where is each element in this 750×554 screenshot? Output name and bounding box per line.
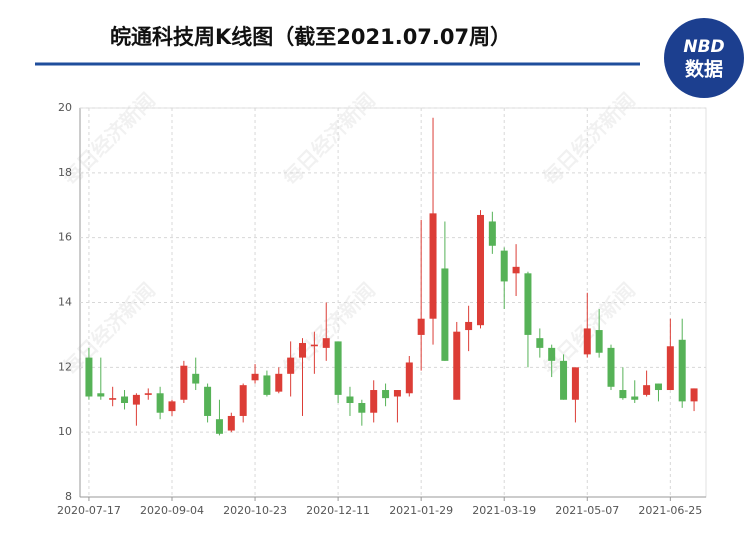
candle-body bbox=[263, 375, 271, 395]
candle-body bbox=[322, 338, 330, 348]
candle-body bbox=[571, 367, 579, 400]
candle-body bbox=[275, 373, 283, 392]
candle-body bbox=[393, 390, 401, 397]
candle-body bbox=[109, 398, 117, 400]
x-tick-label: 2021-01-29 bbox=[389, 504, 453, 517]
candle-body bbox=[334, 341, 342, 395]
candle-body bbox=[453, 331, 461, 400]
candle-body bbox=[299, 343, 307, 358]
candle-body bbox=[215, 419, 223, 434]
candle-body bbox=[144, 393, 152, 395]
x-tick-label: 2021-06-25 bbox=[638, 504, 702, 517]
candle-body bbox=[156, 393, 164, 413]
y-tick-label: 20 bbox=[58, 101, 72, 114]
candle-body bbox=[382, 390, 390, 399]
candle-body bbox=[595, 330, 603, 353]
y-tick-label: 14 bbox=[58, 296, 72, 309]
candle-body bbox=[346, 396, 354, 403]
candle-body bbox=[666, 346, 674, 391]
candle-body bbox=[678, 339, 686, 402]
logo-bottom: 数据 bbox=[685, 58, 723, 81]
candle-body bbox=[370, 390, 378, 413]
candle-body bbox=[441, 268, 449, 361]
candle-body bbox=[97, 393, 105, 397]
candle-body bbox=[583, 328, 591, 355]
candle-body bbox=[168, 401, 176, 412]
candle-body bbox=[619, 390, 627, 399]
x-tick-label: 2020-10-23 bbox=[223, 504, 287, 517]
candle-body bbox=[192, 373, 200, 384]
candle-body bbox=[607, 347, 615, 387]
candle-body bbox=[476, 214, 484, 326]
candle-body bbox=[121, 396, 129, 403]
y-tick-label: 18 bbox=[58, 166, 72, 179]
candle-body bbox=[85, 357, 93, 397]
candle-body bbox=[488, 221, 496, 246]
y-tick-label: 16 bbox=[58, 231, 72, 244]
candle-body bbox=[548, 347, 556, 361]
candle-body bbox=[287, 357, 295, 374]
candle-body bbox=[310, 344, 318, 347]
x-tick-label: 2021-03-19 bbox=[472, 504, 536, 517]
candle-body bbox=[500, 250, 508, 282]
x-tick-label: 2020-12-11 bbox=[306, 504, 370, 517]
candle-body bbox=[690, 388, 698, 402]
candle-body bbox=[524, 273, 532, 335]
candle-body bbox=[429, 213, 437, 319]
candle-body bbox=[180, 365, 188, 400]
candle-body bbox=[654, 383, 662, 391]
candle-body bbox=[631, 396, 639, 400]
x-tick-label: 2021-05-07 bbox=[555, 504, 619, 517]
candle-body bbox=[560, 360, 568, 400]
candle-body bbox=[417, 318, 425, 335]
candle-body bbox=[536, 338, 544, 348]
candle-body bbox=[512, 266, 520, 274]
candle-body bbox=[239, 385, 247, 416]
candle-body bbox=[465, 321, 473, 331]
y-tick-label: 8 bbox=[65, 490, 72, 503]
candle-body bbox=[227, 415, 235, 431]
candle-body bbox=[405, 362, 413, 394]
x-tick-label: 2020-07-17 bbox=[57, 504, 121, 517]
chart-title: 皖通科技周K线图（截至2021.07.07周） bbox=[110, 25, 511, 49]
candle-body bbox=[358, 402, 366, 413]
x-tick-label: 2020-09-04 bbox=[140, 504, 204, 517]
candle-body bbox=[251, 373, 259, 381]
y-tick-label: 10 bbox=[58, 425, 72, 438]
logo-top: NBD bbox=[683, 37, 724, 57]
y-tick-label: 12 bbox=[58, 360, 72, 373]
candle-body bbox=[643, 385, 651, 395]
candle-body bbox=[132, 394, 140, 405]
logo bbox=[664, 18, 744, 98]
candle-body bbox=[204, 386, 212, 416]
